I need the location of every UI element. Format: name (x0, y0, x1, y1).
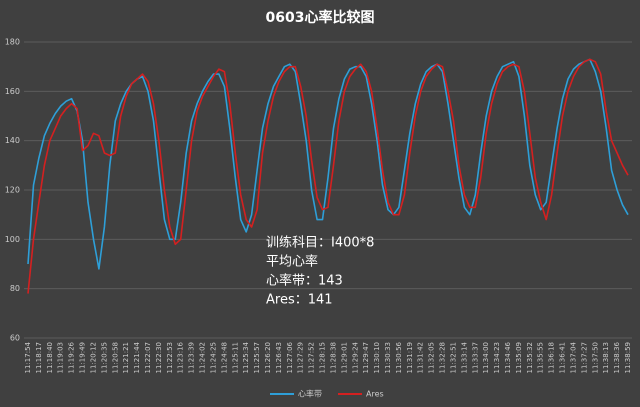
y-tick-label: 100 (5, 235, 20, 244)
y-tick-label: 80 (10, 284, 20, 293)
x-tick-label: 11:38:59 (624, 342, 632, 373)
x-tick-label: 11:29:47 (362, 342, 370, 373)
x-tick-label: 11:21:21 (122, 342, 130, 373)
x-tick-label: 11:20:58 (111, 342, 119, 373)
x-tick-label: 11:18:40 (46, 342, 54, 373)
x-tick-label: 11:36:18 (548, 342, 556, 373)
y-tick-label: 180 (5, 38, 20, 47)
x-tick-label: 11:24:25 (209, 342, 217, 373)
x-tick-label: 11:34:00 (482, 342, 490, 373)
x-tick-label: 11:21:44 (133, 341, 141, 373)
x-tick-label: 11:32:28 (439, 342, 447, 373)
x-tick-label: 11:29:01 (340, 342, 348, 373)
x-tick-label: 11:34:46 (504, 341, 512, 373)
annotation: 训练科目：I400*8 (266, 236, 374, 251)
x-tick-label: 11:25:11 (231, 342, 239, 373)
x-tick-label: 11:33:37 (471, 342, 479, 373)
annotation: Ares：141 (266, 293, 333, 308)
x-tick-label: 11:32:51 (449, 342, 457, 373)
x-tick-label: 11:24:02 (199, 342, 207, 373)
x-tick-label: 11:26:20 (264, 342, 272, 373)
x-tick-label: 11:30:10 (373, 342, 381, 373)
y-tick-label: 120 (5, 186, 20, 195)
x-tick-label: 11:19:26 (68, 341, 76, 373)
x-tick-label: 11:23:16 (177, 341, 185, 373)
x-tick-label: 11:27:06 (286, 341, 294, 373)
y-tick-label: 60 (10, 334, 20, 343)
x-tick-label: 11:19:03 (57, 342, 65, 373)
x-tick-label: 11:32:05 (428, 342, 436, 373)
x-tick-label: 11:37:04 (569, 341, 577, 373)
x-tick-label: 11:20:12 (89, 342, 97, 373)
x-tick-label: 11:28:15 (319, 342, 327, 373)
x-tick-label: 11:35:55 (537, 342, 545, 373)
annotation: 心率带：143 (266, 273, 343, 289)
x-tick-label: 11:28:38 (329, 342, 337, 373)
line-series (27, 58, 629, 294)
x-tick-label: 11:29:24 (351, 341, 359, 373)
y-tick-label: 160 (5, 87, 20, 96)
annotation: 平均心率 (266, 254, 318, 270)
x-tick-label: 11:23:39 (188, 342, 196, 373)
x-tick-label: 11:22:30 (155, 342, 163, 373)
x-tick-label: 11:27:52 (308, 342, 316, 373)
x-tick-label: 11:38:13 (602, 342, 610, 373)
x-tick-label: 11:31:42 (417, 342, 425, 373)
x-tick-label: 11:37:50 (591, 342, 599, 373)
x-tick-label: 11:19:49 (79, 342, 87, 373)
line-series (27, 58, 629, 270)
x-tick-label: 11:17:54 (24, 341, 32, 373)
x-tick-label: 11:31:19 (406, 342, 414, 373)
x-tick-label: 11:30:33 (384, 342, 392, 373)
x-tick-label: 11:24:48 (220, 342, 228, 373)
x-tick-label: 11:26:43 (275, 342, 283, 373)
chart-title: 0603心率比较图 (266, 9, 375, 26)
x-tick-label: 11:25:57 (253, 342, 261, 373)
x-tick-label: 11:33:14 (460, 341, 468, 373)
x-tick-label: 11:36:41 (559, 342, 567, 373)
x-tick-label: 11:37:27 (580, 342, 588, 373)
x-tick-label: 11:22:07 (144, 342, 152, 373)
x-tick-label: 11:38:36 (613, 341, 621, 373)
x-tick-label: 11:34:23 (493, 342, 501, 373)
x-tick-label: 11:30:56 (395, 341, 403, 373)
y-tick-label: 140 (5, 136, 20, 145)
legend-label: Ares (366, 390, 384, 399)
x-tick-label: 11:27:29 (297, 342, 305, 373)
x-tick-label: 11:35:09 (515, 342, 523, 373)
x-tick-label: 11:20:35 (100, 342, 108, 373)
x-tick-label: 11:22:53 (166, 342, 174, 373)
x-tick-label: 11:35:32 (526, 342, 534, 373)
legend-label: 心率带 (298, 389, 322, 399)
x-tick-label: 11:25:34 (242, 341, 250, 373)
x-tick-label: 11:18:17 (35, 342, 43, 373)
